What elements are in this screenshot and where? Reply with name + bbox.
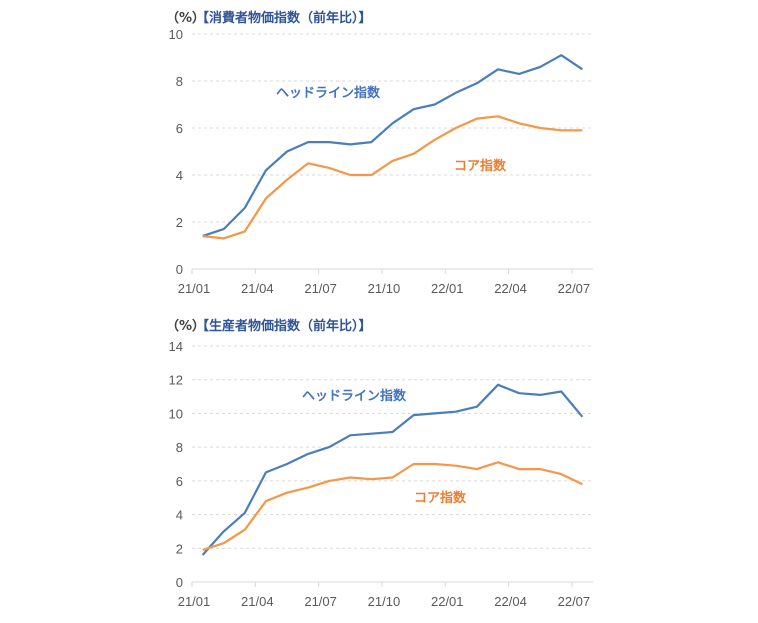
cpi-series (202, 54, 584, 240)
ppi-series (201, 383, 584, 556)
ppi-y-tick-label: 2 (176, 541, 183, 556)
cpi-headline-label: ヘッドライン指数 (276, 85, 381, 101)
cpi-y-axis: 0 2 4 6 8 10 (169, 27, 183, 277)
ppi-y-tick-label: 4 (176, 508, 183, 523)
ppi-x-tick-label: 21/04 (241, 594, 274, 609)
ppi-x-tick-label: 22/01 (431, 594, 464, 609)
ppi-gridlines (192, 345, 593, 549)
cpi-x-tick-label: 22/01 (431, 281, 464, 296)
ppi-y-tick-label: 8 (176, 440, 183, 455)
cpi-title-unit: （%） (166, 10, 205, 26)
ppi-y-tick-label: 12 (169, 373, 183, 388)
ppi-y-tick-label: 10 (169, 406, 183, 421)
ppi-x-axis: 21/01 21/04 21/07 21/10 22/01 22/04 22/07 (178, 581, 593, 609)
ppi-y-tick-label: 0 (176, 575, 183, 590)
cpi-x-tick-label: 22/07 (558, 281, 591, 296)
cpi-y-tick-label: 10 (169, 27, 183, 42)
cpi-x-tick-label: 21/01 (178, 281, 211, 296)
cpi-title: 【消費者物価指数（前年比）】 (196, 10, 372, 26)
cpi-gridlines (192, 33, 593, 223)
cpi-y-tick-label: 2 (176, 215, 183, 230)
ppi-x-tick-label: 22/07 (558, 594, 591, 609)
ppi-x-tick-label: 21/07 (304, 594, 337, 609)
cpi-core-label: コア指数 (454, 158, 507, 174)
cpi-series-core-line (202, 115, 583, 240)
cpi-y-tick-label: 4 (176, 168, 183, 183)
ppi-y-axis: 0 2 4 6 8 10 12 14 (169, 339, 183, 590)
cpi-x-tick-label: 22/04 (494, 281, 527, 296)
ppi-y-tick-label: 14 (169, 339, 183, 354)
cpi-y-tick-label: 6 (176, 121, 183, 136)
ppi-x-tick-label: 22/04 (494, 594, 527, 609)
cpi-x-tick-label: 21/07 (304, 281, 337, 296)
ppi-series-core-line (202, 461, 583, 552)
cpi-y-tick-label: 0 (176, 262, 183, 277)
cpi-series-headline-line (202, 54, 584, 238)
ppi-series-headline-line (201, 383, 584, 556)
cpi-x-axis: 21/01 21/04 21/07 21/10 22/01 22/04 22/07 (178, 268, 593, 296)
ppi-core-label: コア指数 (414, 490, 467, 506)
cpi-x-tick-label: 21/10 (368, 281, 401, 296)
cpi-y-tick-label: 8 (176, 74, 183, 89)
ppi-title: 【生産者物価指数（前年比）】 (196, 318, 372, 334)
ppi-x-tick-label: 21/01 (178, 594, 211, 609)
ppi-headline-label: ヘッドライン指数 (302, 388, 407, 404)
ppi-title-unit: （%） (166, 318, 205, 334)
ppi-x-tick-label: 21/10 (368, 594, 401, 609)
ppi-y-tick-label: 6 (176, 474, 183, 489)
cpi-x-tick-label: 21/04 (241, 281, 274, 296)
